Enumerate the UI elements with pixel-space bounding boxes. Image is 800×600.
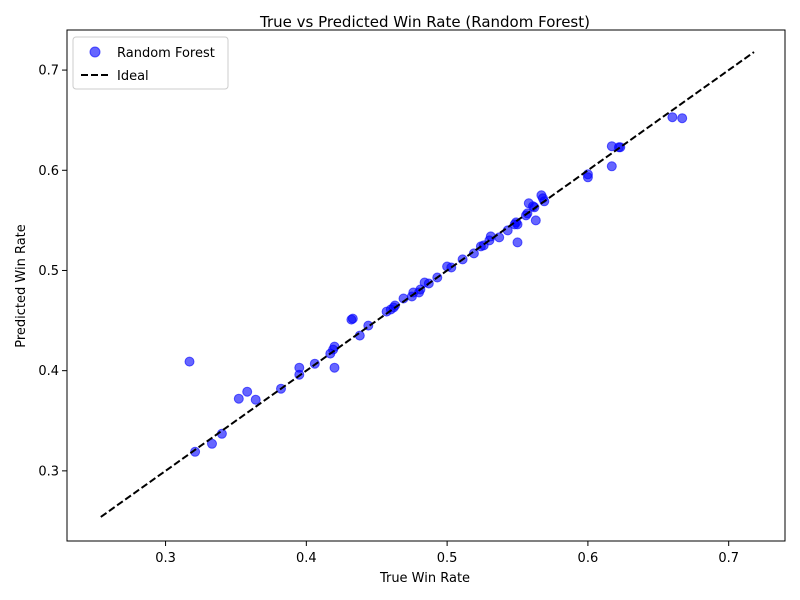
legend-box — [72, 36, 229, 90]
data-point — [494, 232, 505, 243]
data-point — [582, 172, 593, 183]
legend-marker-icon — [89, 46, 101, 58]
x-tick-label: 0.6 — [578, 551, 599, 566]
plot-frame — [66, 29, 786, 542]
data-point — [347, 313, 358, 324]
x-tick-label: 0.4 — [296, 551, 317, 566]
data-point — [606, 161, 617, 172]
data-point — [294, 362, 305, 373]
x-tick-label: 0.3 — [155, 551, 176, 566]
data-point — [512, 237, 523, 248]
data-point — [242, 386, 253, 397]
x-axis-label: True Win Rate — [379, 571, 470, 586]
x-axis: 0.3 0.4 0.5 0.6 0.7 — [155, 541, 739, 566]
y-tick-label: 0.4 — [38, 364, 59, 379]
y-tick-label: 0.7 — [38, 64, 59, 79]
y-tick-label: 0.6 — [38, 164, 59, 179]
data-point — [329, 341, 340, 352]
legend-label-ideal: Ideal — [117, 69, 149, 84]
data-point — [250, 394, 261, 405]
data-point — [667, 112, 678, 123]
y-axis: 0.3 0.4 0.5 0.6 0.7 — [38, 64, 67, 479]
legend-label-random-forest: Random Forest — [117, 46, 215, 61]
plot-area — [100, 51, 755, 518]
chart-title: True vs Predicted Win Rate (Random Fores… — [259, 13, 590, 31]
data-point — [233, 393, 244, 404]
y-tick-label: 0.3 — [38, 464, 59, 479]
y-axis-label: Predicted Win Rate — [14, 224, 29, 348]
data-point — [329, 362, 340, 373]
y-tick-label: 0.5 — [38, 264, 59, 279]
data-point — [184, 356, 195, 367]
x-tick-label: 0.5 — [437, 551, 458, 566]
legend: Random Forest Ideal — [72, 36, 229, 90]
ideal-line — [100, 51, 755, 518]
x-tick-label: 0.7 — [718, 551, 739, 566]
data-point — [207, 438, 217, 449]
data-point — [530, 215, 541, 226]
data-point — [190, 446, 201, 457]
data-point — [677, 113, 688, 124]
